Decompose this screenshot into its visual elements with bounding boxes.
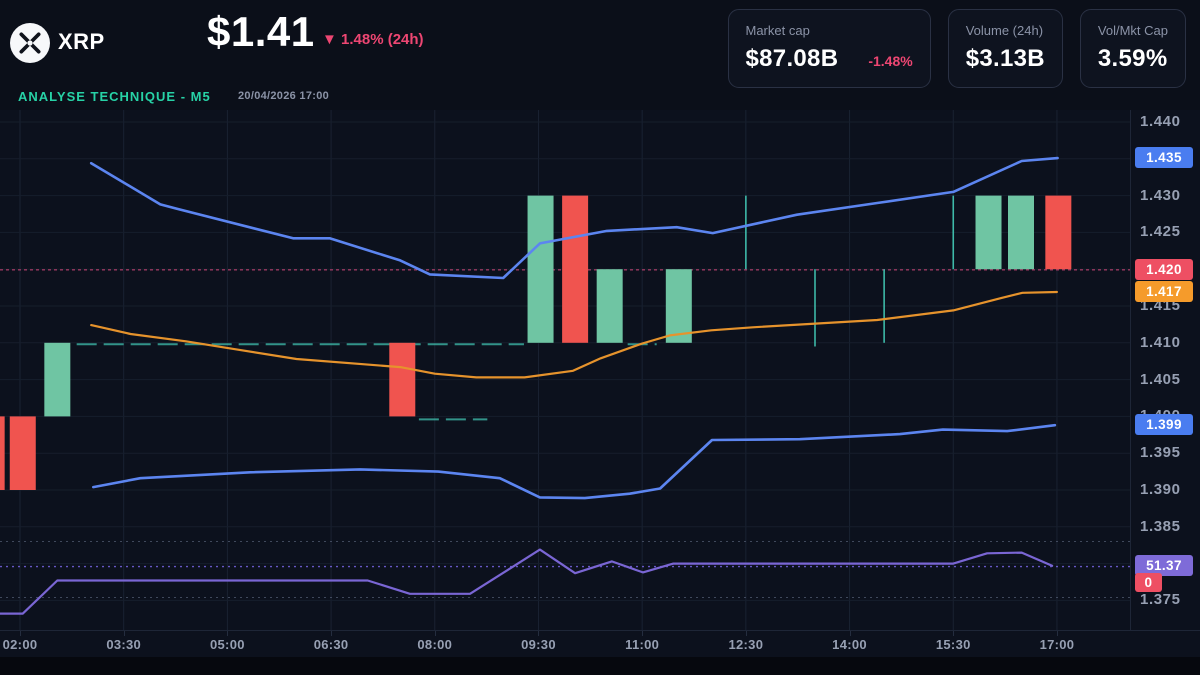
analysis-timestamp: 20/04/2026 17:00 (238, 90, 330, 102)
time-tick-08:00: 08:00 (417, 637, 453, 652)
time-tick-mark (1056, 631, 1058, 636)
price-tick-1.410: 1.410 (1140, 333, 1181, 351)
time-tick-mark (227, 631, 229, 636)
price-chart-panel: 1.4401.4301.4251.4151.4101.4051.4001.395… (0, 110, 1200, 675)
time-tick-11:00: 11:00 (625, 637, 660, 652)
price-tick-1.390: 1.390 (1140, 481, 1181, 498)
time-tick-mark (849, 631, 851, 636)
time-tick-mark (20, 631, 21, 636)
market-cap-label: Market cap (745, 23, 810, 38)
current-price: $1.41 (207, 8, 315, 55)
price-axis[interactable]: 1.4401.4301.4251.4151.4101.4051.4001.395… (1130, 110, 1200, 630)
time-tick-03:30: 03:30 (106, 637, 142, 652)
time-axis[interactable]: 02:00 03:30 05:00 06:30 08:00 09:30 11:00 12:30… (0, 630, 1200, 657)
xrp-x-glyph (19, 32, 41, 54)
price-tick-1.440: 1.440 (1140, 113, 1181, 130)
price-badge-51.37: 51.37 (1135, 554, 1193, 576)
market-cap-change: -1.48% (868, 53, 913, 69)
market-cap-value: $87.08B (745, 45, 839, 72)
xrp-logo-icon (10, 23, 50, 63)
header: XRP $1.41 ▼ 1.48% (24h) Market cap $87.0… (0, 0, 1200, 110)
time-tick-02:00: 02:00 (2, 637, 38, 652)
time-tick-06:30: 06:30 (313, 637, 349, 652)
market-cap-card: Market cap $87.08B -1.48% (727, 9, 931, 88)
time-tick-17:00: 17:00 (1039, 637, 1075, 652)
symbol-name: XRP (58, 29, 105, 54)
price-badge-0: 0 (1135, 573, 1162, 593)
chart-canvas[interactable] (0, 110, 1130, 630)
price-tick-1.395: 1.395 (1140, 444, 1181, 462)
time-tick-mark (123, 631, 125, 636)
time-tick-05:00: 05:00 (210, 637, 245, 652)
time-tick-mark (642, 631, 644, 636)
time-tick-15:30: 15:30 (935, 637, 971, 652)
time-tick-mark (434, 631, 436, 636)
time-tick-12:30: 12:30 (728, 637, 764, 652)
price-badge-1.435: 1.435 (1135, 147, 1193, 169)
analysis-title: ANALYSE TECHNIQUE - M5 (18, 89, 211, 104)
price-tick-1.430: 1.430 (1140, 186, 1181, 204)
vol-mkt-cap-card: Vol/Mkt Cap 3.59% (1079, 9, 1186, 88)
price-badge-1.420: 1.420 (1135, 258, 1193, 280)
time-tick-mark (331, 631, 333, 636)
price-tick-1.405: 1.405 (1140, 370, 1181, 388)
price-badge-1.417: 1.417 (1135, 281, 1193, 303)
price-tick-1.375: 1.375 (1140, 591, 1181, 609)
volume-label: Volume (24h) (965, 23, 1044, 38)
stat-cards: Market cap $87.08B -1.48% Volume (24h) $… (727, 9, 1186, 88)
time-tick-mark (745, 631, 747, 636)
time-tick-09:30: 09:30 (521, 637, 556, 652)
price-tick-1.425: 1.425 (1140, 223, 1181, 241)
price-tick-1.385: 1.385 (1140, 517, 1181, 535)
time-tick-14:00: 14:00 (832, 637, 867, 652)
price-badge-1.399: 1.399 (1135, 414, 1193, 436)
time-tick-mark (953, 631, 955, 636)
vol-mkt-cap-label: Vol/Mkt Cap (1097, 23, 1168, 38)
subheader: ANALYSE TECHNIQUE - M5 20/04/2026 17:00 (18, 88, 329, 106)
bottom-strip (0, 657, 1200, 675)
price-change-24h: ▼ 1.48% (24h) (322, 31, 424, 48)
vol-mkt-cap-value: 3.59% (1097, 45, 1168, 72)
volume-card: Volume (24h) $3.13B (947, 9, 1063, 88)
time-tick-mark (538, 631, 540, 636)
volume-value: $3.13B (965, 45, 1045, 72)
